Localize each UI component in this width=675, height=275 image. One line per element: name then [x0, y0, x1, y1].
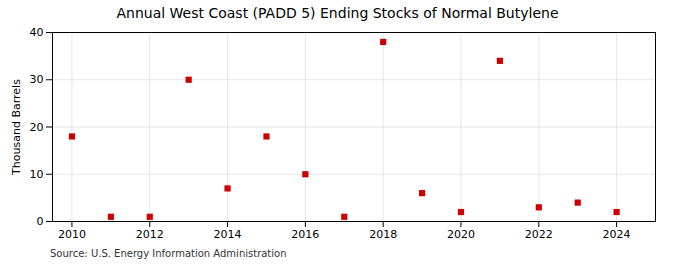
svg-text:20: 20 [30, 121, 44, 134]
svg-text:30: 30 [30, 73, 44, 86]
html-text:Annual West Coast (PADD 5) End: Annual West Coast (PADD 5) Ending Stocks… [116, 5, 559, 21]
svg-text:2022: 2022 [525, 228, 553, 241]
svg-text:0: 0 [37, 215, 44, 228]
svg-text:2016: 2016 [291, 228, 319, 241]
svg-text:2024: 2024 [603, 228, 631, 241]
svg-text:2018: 2018 [369, 228, 397, 241]
html-text:Source: U.S. Energy Informatio: Source: U.S. Energy Information Administ… [50, 248, 287, 259]
svg-text:2012: 2012 [136, 228, 164, 241]
svg-text:2010: 2010 [58, 228, 86, 241]
svg-text:10: 10 [30, 168, 44, 181]
svg-text:Thousand Barrels: Thousand Barrels [10, 79, 23, 176]
svg-text:40: 40 [30, 26, 44, 39]
svg-text:2014: 2014 [214, 228, 242, 241]
svg-text:2020: 2020 [447, 228, 475, 241]
